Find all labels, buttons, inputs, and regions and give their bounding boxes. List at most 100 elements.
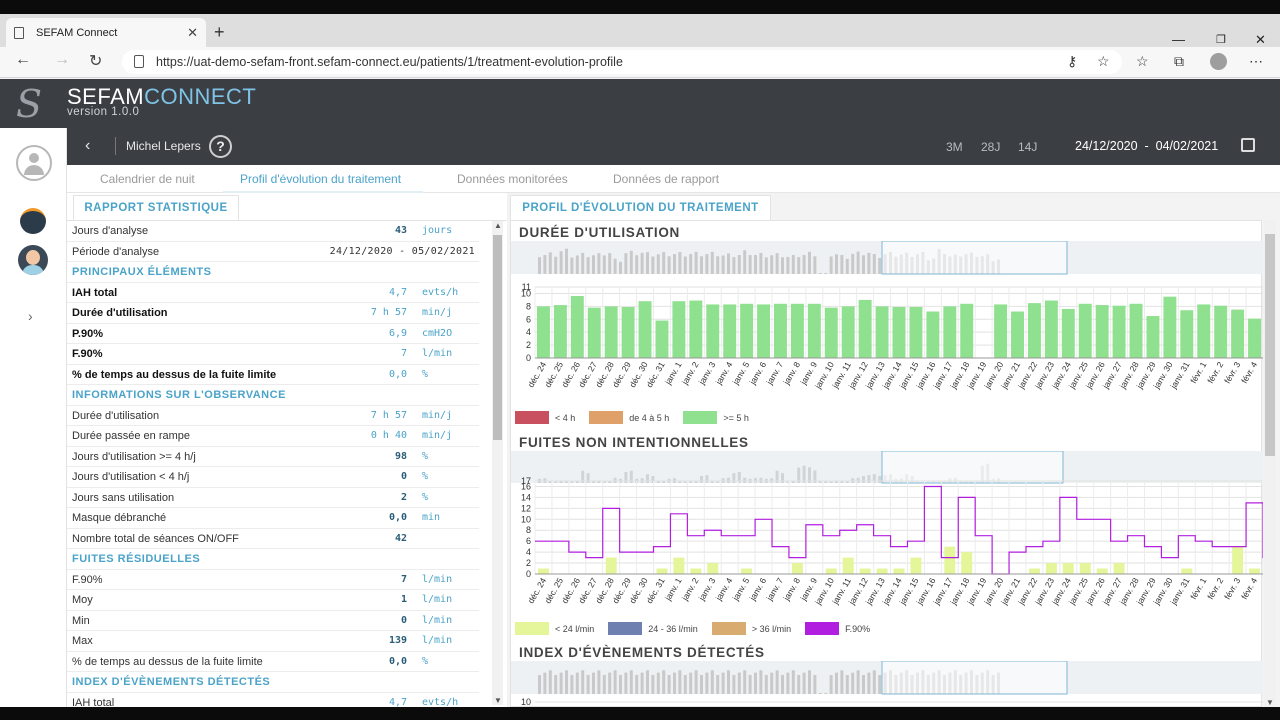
help-icon[interactable]: ? xyxy=(209,135,232,158)
legend-item[interactable]: F.90% xyxy=(805,622,870,635)
navigator-bar xyxy=(840,255,844,274)
sidebar: › xyxy=(0,128,67,707)
collections-icon[interactable]: ⧉ xyxy=(1174,53,1184,69)
navigator-bar xyxy=(640,252,644,274)
favorite-add-icon[interactable]: ☆ xyxy=(1097,53,1110,69)
scroll-down-icon[interactable]: ▼ xyxy=(494,696,502,705)
calendar-icon[interactable] xyxy=(1241,138,1255,152)
stats-row: % de temps au dessus de la fuite limite 0… xyxy=(67,652,479,672)
stats-label: Max xyxy=(72,635,93,647)
stats-label: Période d'analyse xyxy=(72,245,160,258)
navigator-bar xyxy=(851,672,855,694)
navigator-bar xyxy=(683,675,687,694)
dashboard-gauge-icon[interactable] xyxy=(20,208,46,234)
tab-donnees-rapport[interactable]: Données de rapport xyxy=(613,172,720,186)
navigator-bar xyxy=(797,675,801,694)
navigator-bar xyxy=(710,481,714,483)
stats-panel-title[interactable]: RAPPORT STATISTIQUE xyxy=(73,195,239,221)
browser-tab[interactable]: SEFAM Connect ✕ xyxy=(6,18,206,47)
tab-calendrier[interactable]: Calendrier de nuit xyxy=(100,172,195,186)
stats-value: 6,9 xyxy=(388,327,407,339)
navigator-bar xyxy=(602,255,606,274)
chart-title-events: INDEX D'ÉVÈNEMENTS DÉTECTÉS xyxy=(519,645,765,660)
favorites-icon[interactable]: ☆ xyxy=(1136,53,1149,69)
charts-scrollbar[interactable]: ▼ xyxy=(1264,220,1276,707)
leak-bar xyxy=(656,568,668,574)
tab-donnees-monitorees[interactable]: Données monitorées xyxy=(457,172,568,186)
reload-icon[interactable]: ↻ xyxy=(89,53,103,70)
new-tab-icon[interactable]: + xyxy=(214,22,225,42)
close-window-icon[interactable]: ✕ xyxy=(1255,32,1266,47)
navigator-bar xyxy=(727,477,730,483)
close-tab-icon[interactable]: ✕ xyxy=(187,24,198,40)
navigator-bar xyxy=(862,255,865,274)
stats-value: 7 xyxy=(400,573,407,585)
lock-icon xyxy=(134,55,144,68)
usage-bar xyxy=(841,306,855,358)
stats-value: 0 xyxy=(400,614,407,626)
divider xyxy=(67,220,507,221)
y-tick-label: 14 xyxy=(521,492,531,502)
restore-icon[interactable]: ❐ xyxy=(1216,34,1226,46)
expand-sidebar-icon[interactable]: › xyxy=(28,308,33,324)
navigator-bar xyxy=(748,675,752,694)
back-icon[interactable]: ← xyxy=(15,51,31,68)
navigator-bar xyxy=(878,257,882,274)
legend-item[interactable]: >= 5 h xyxy=(683,411,749,424)
stats-row: Min 0 l/min xyxy=(67,611,479,631)
navigator-bar xyxy=(781,675,784,694)
minimize-icon[interactable]: — xyxy=(1172,32,1185,47)
stats-unit: l/min xyxy=(422,614,453,626)
period-28j-button[interactable]: 28J xyxy=(981,140,1001,154)
navigator-bar xyxy=(835,481,838,483)
navigator-bar xyxy=(732,257,736,274)
stats-value: 2 xyxy=(400,491,407,503)
doctor-avatar-icon[interactable] xyxy=(18,245,48,275)
forward-icon[interactable]: → xyxy=(54,51,70,68)
scroll-up-icon[interactable]: ▲ xyxy=(494,221,502,230)
legend-item[interactable]: < 24 l/min xyxy=(515,622,594,635)
scroll-thumb[interactable] xyxy=(1265,234,1275,456)
navigator-bar xyxy=(872,253,876,274)
navigator-bar xyxy=(640,672,644,694)
date-range[interactable]: 24/12/2020 - 04/02/2021 xyxy=(1075,139,1219,153)
evolution-panel-title[interactable]: PROFIL D'ÉVOLUTION DU TRAITEMENT xyxy=(510,195,771,221)
legend-item[interactable]: de 4 à 5 h xyxy=(589,411,669,424)
stats-scrollbar[interactable]: ▲ ▼ xyxy=(492,221,503,705)
legend-item[interactable]: 24 - 36 l/min xyxy=(608,622,698,635)
profile-icon[interactable] xyxy=(1210,53,1227,70)
legend-item[interactable]: < 4 h xyxy=(515,411,575,424)
usage-bar xyxy=(757,304,771,358)
navigator-bar xyxy=(829,256,833,274)
stats-unit: evts/h xyxy=(422,286,459,298)
period-3m-button[interactable]: 3M xyxy=(946,140,963,154)
user-avatar-icon[interactable] xyxy=(16,145,52,181)
stats-value: 0,0 xyxy=(388,655,407,667)
navigator-bar xyxy=(770,255,774,274)
navigator-bar xyxy=(565,481,568,483)
back-chevron-icon[interactable]: ‹ xyxy=(85,137,91,154)
legend-swatch xyxy=(589,411,624,424)
navigator-bar xyxy=(554,256,558,274)
navigator-bar xyxy=(770,672,774,694)
period-14j-button[interactable]: 14J xyxy=(1018,140,1038,154)
tab-title: SEFAM Connect xyxy=(36,26,118,39)
scroll-thumb[interactable] xyxy=(493,235,502,440)
navigator-bar xyxy=(662,670,666,694)
legend-swatch xyxy=(805,622,840,635)
leaks-legend: < 24 l/min 24 - 36 l/min > 36 l/min F.90% xyxy=(515,622,884,635)
x-tick-label: janv. 6 xyxy=(747,576,769,603)
tab-profil-evolution[interactable]: Profil d'évolution du traitement xyxy=(240,172,402,186)
scroll-down-icon[interactable]: ▼ xyxy=(1266,698,1274,707)
legend-item[interactable]: > 36 l/min xyxy=(711,622,791,635)
url-text: https://uat-demo-sefam-front.sefam-conne… xyxy=(156,55,623,69)
stats-value: 1 xyxy=(400,594,407,605)
more-icon[interactable]: ⋯ xyxy=(1249,53,1263,69)
navigator-bar xyxy=(775,253,779,274)
url-field[interactable]: https://uat-demo-sefam-front.sefam-conne… xyxy=(122,50,1122,74)
navigator-bar xyxy=(570,481,574,483)
key-icon[interactable]: ⚷ xyxy=(1067,53,1078,69)
navigator-bar xyxy=(818,273,822,274)
navigator-bar xyxy=(732,675,736,694)
